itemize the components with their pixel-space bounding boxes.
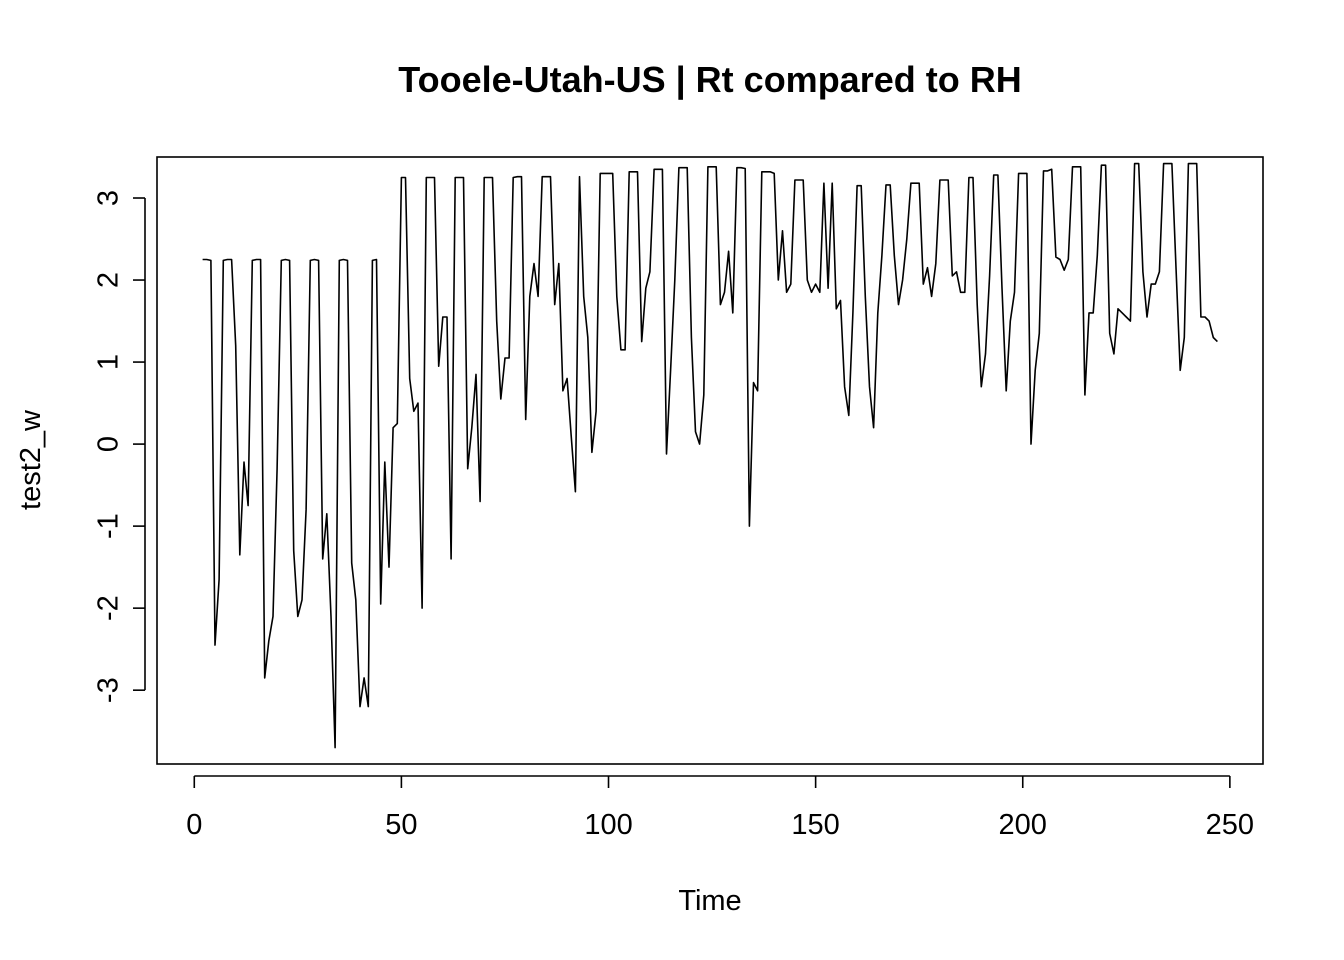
y-tick-label: -1 xyxy=(93,513,125,539)
chart-title: Tooele-Utah-US | Rt compared to RH xyxy=(398,59,1021,101)
series-line xyxy=(203,164,1218,748)
x-tick-label: 200 xyxy=(999,809,1047,841)
y-tick-label: 2 xyxy=(93,272,125,288)
x-axis-label: Time xyxy=(678,885,741,917)
x-tick-label: 150 xyxy=(791,809,839,841)
y-tick-label: -3 xyxy=(93,677,125,703)
y-tick-label: 3 xyxy=(93,190,125,206)
y-axis-label: test2_w xyxy=(15,409,47,510)
x-axis: 0 50 100 150 200 250 xyxy=(186,776,1254,841)
x-tick-label: 0 xyxy=(186,809,202,841)
x-tick-label: 50 xyxy=(385,809,417,841)
y-tick-label: 0 xyxy=(93,436,125,452)
x-tick-label: 250 xyxy=(1206,809,1254,841)
x-tick-label: 100 xyxy=(584,809,632,841)
y-axis: -3 -2 -1 0 1 2 3 xyxy=(93,190,145,703)
y-tick-label: -2 xyxy=(93,595,125,621)
y-tick-label: 1 xyxy=(93,354,125,370)
